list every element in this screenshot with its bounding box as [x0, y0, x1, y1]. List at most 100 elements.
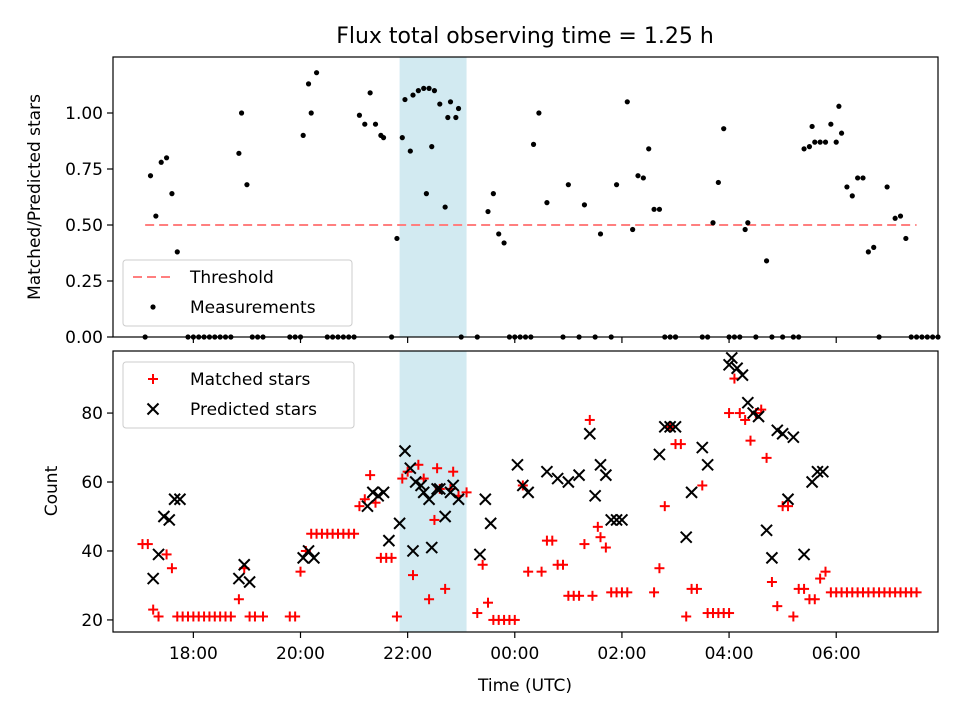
matched-star-point [600, 542, 611, 553]
top-yticks: 0.00 0.25 0.50 0.75 1.00 [65, 104, 113, 348]
bottom-ytick-label: 20 [81, 611, 103, 631]
cross-bar-b [168, 493, 181, 506]
matched-star-point [432, 463, 443, 474]
bottom-xtick-label: 06:00 [812, 644, 861, 664]
matched-star-point [142, 539, 153, 550]
predicted-star-point [551, 472, 564, 485]
measurement-point [833, 139, 839, 145]
measurement-point [801, 146, 807, 152]
predicted-star-point [146, 572, 160, 585]
legend-matched-swatch [148, 374, 158, 384]
matched-star-point [424, 594, 435, 605]
predicted-star-point [406, 544, 420, 558]
matched-star-point [649, 587, 660, 598]
legend-threshold-label: Threshold [189, 268, 274, 288]
measurement-point [421, 85, 427, 91]
measurement-point [445, 114, 451, 121]
cross-bar-b [605, 513, 618, 527]
matched-star-point [225, 611, 236, 622]
matched-star-point [397, 473, 408, 484]
matched-star-point [815, 573, 826, 584]
cross-bar-b [701, 458, 714, 471]
cross-bar-b [521, 486, 535, 499]
measurement-point [174, 249, 180, 255]
measurement-point [897, 213, 904, 219]
bottom-xtick-label: 04:00 [705, 644, 754, 664]
measurement-point [742, 226, 748, 233]
bottom-xtick-label: 22:00 [383, 644, 432, 664]
top-panel: 0.00 0.25 0.50 0.75 1.00 Matched/Predicted s… [25, 56, 941, 348]
matched-star-point [509, 614, 520, 625]
predicted-star-point [414, 479, 428, 492]
measurement-point [838, 130, 845, 136]
matched-star-point [681, 611, 692, 622]
measurement-point [624, 99, 630, 105]
cross-bar-b [473, 548, 487, 561]
measurement-point [865, 249, 871, 255]
cross-bar-b [238, 558, 251, 571]
measurement-point [849, 193, 855, 199]
cross-bar-b [366, 486, 380, 499]
measurement-point [415, 88, 421, 94]
measurement-point [356, 112, 363, 118]
predicted-star-point [479, 493, 492, 506]
predicted-star-point [168, 493, 181, 506]
legend-predicted-marker [146, 402, 160, 416]
measurement-point [490, 191, 496, 197]
predicted-star-point [610, 513, 623, 527]
measurement-point [496, 231, 502, 237]
predicted-star-point [238, 558, 251, 571]
matched-star-point [761, 452, 772, 463]
cross-bar-b [296, 551, 310, 565]
matched-star-point [659, 501, 670, 512]
predicted-star-point [811, 465, 824, 478]
measurement-point [892, 215, 898, 221]
measurement-point [169, 191, 175, 197]
predicted-star-point [572, 468, 586, 482]
predicted-star-point [781, 493, 795, 506]
predicted-star-point [605, 513, 618, 527]
measurement-point [630, 226, 636, 233]
predicted-star-point [296, 551, 310, 565]
predicted-star-point [473, 548, 487, 561]
measurement-point [163, 155, 170, 161]
matched-star-point [783, 501, 793, 512]
cross-bar-b [430, 482, 444, 496]
matched-star-point [258, 611, 268, 622]
predicted-star-point [152, 548, 165, 561]
cross-bar-b [404, 462, 417, 475]
cross-bar-b [414, 479, 428, 492]
cross-bar-b [594, 458, 607, 471]
bottom-xtick-label: 02:00 [597, 644, 646, 664]
cross-bar-b [444, 486, 457, 499]
measurement-point [565, 182, 571, 188]
bottom-ytick-label: 40 [81, 542, 103, 562]
top-ytick-label: 1.00 [65, 104, 103, 124]
bottom-xtick-label: 18:00 [169, 644, 218, 664]
cross-bar-b [163, 513, 176, 527]
matched-star-point [595, 532, 606, 543]
cross-bar-b [663, 420, 677, 434]
matched-star-point [766, 577, 777, 588]
cross-bar-b [377, 486, 390, 499]
matched-star-point [295, 566, 306, 577]
predicted-star-point [680, 530, 693, 544]
cross-bar-b [725, 351, 738, 365]
predicted-star-point [377, 486, 390, 499]
measurement-point [530, 141, 537, 147]
cross-bar-b [752, 410, 765, 423]
measurement-point [147, 173, 154, 179]
predicted-star-point [663, 420, 677, 434]
matched-star-point [745, 435, 756, 446]
predicted-star-point [669, 420, 682, 434]
measurement-point [158, 159, 164, 165]
measurement-point [485, 208, 491, 215]
top-axes-frame [112, 56, 939, 338]
matched-star-point [788, 611, 799, 622]
cross-bar-b [417, 486, 430, 499]
measurement-point [640, 175, 646, 181]
predicted-star-point [157, 510, 171, 523]
cross-bar-b [232, 572, 246, 585]
predicted-star-point [484, 517, 497, 530]
bottom-yticks: 20 40 60 80 [81, 404, 113, 631]
